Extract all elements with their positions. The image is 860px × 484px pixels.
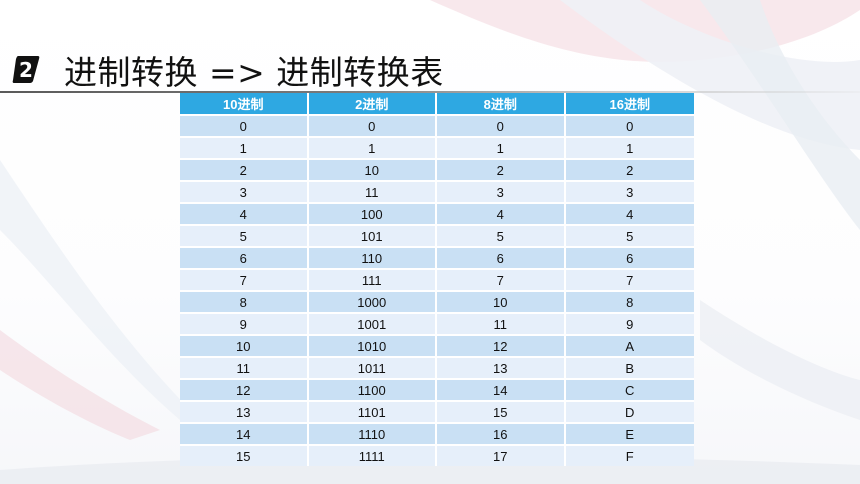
table-body: 0 0 0 0 1 1 1 1 2 10 2 2 3 11 3 3 4 100 4 4 5 101 5 5 6 110 6 6 7 111… xyxy=(180,114,694,466)
table-row: 6 110 6 6 xyxy=(180,246,694,268)
table-cell: 1 xyxy=(437,136,566,158)
table-row: 15 1111 17 F xyxy=(180,444,694,466)
title-row: 2 进制转换 => 进制转换表 xyxy=(0,42,860,94)
column-header: 2进制 xyxy=(308,93,437,114)
table-cell: 110 xyxy=(308,246,437,268)
table-cell: 3 xyxy=(180,180,309,202)
number-badge-icon: 2 xyxy=(12,56,40,83)
table-cell: 5 xyxy=(565,224,694,246)
table-cell: 100 xyxy=(308,202,437,224)
table-cell: 1010 xyxy=(308,334,437,356)
table-cell: E xyxy=(565,422,694,444)
table-cell: 5 xyxy=(437,224,566,246)
table-cell: 4 xyxy=(180,202,309,224)
table-row: 14 1110 16 E xyxy=(180,422,694,444)
table-cell: 10 xyxy=(180,334,309,356)
table-cell: 11 xyxy=(437,312,566,334)
table-cell: 1110 xyxy=(308,422,437,444)
table-cell: B xyxy=(565,356,694,378)
table-cell: 6 xyxy=(565,246,694,268)
table-cell: 2 xyxy=(437,158,566,180)
table-row: 3 11 3 3 xyxy=(180,180,694,202)
table-cell: 6 xyxy=(437,246,566,268)
table-cell: 12 xyxy=(437,334,566,356)
table-cell: 9 xyxy=(565,312,694,334)
table-cell: 14 xyxy=(437,378,566,400)
table-row: 11 1011 13 B xyxy=(180,356,694,378)
table-cell: 15 xyxy=(180,444,309,466)
table-cell: 15 xyxy=(437,400,566,422)
table-cell: 1 xyxy=(180,136,309,158)
column-header: 16进制 xyxy=(565,93,694,114)
table-cell: 14 xyxy=(180,422,309,444)
table-cell: 3 xyxy=(565,180,694,202)
table-cell: 10 xyxy=(308,158,437,180)
table-row: 4 100 4 4 xyxy=(180,202,694,224)
table-cell: 1000 xyxy=(308,290,437,312)
table-row: 2 10 2 2 xyxy=(180,158,694,180)
table-cell: 11 xyxy=(180,356,309,378)
table-cell: 1 xyxy=(308,136,437,158)
table-cell: 9 xyxy=(180,312,309,334)
column-header: 10进制 xyxy=(180,93,309,114)
table-cell: D xyxy=(565,400,694,422)
table-row: 13 1101 15 D xyxy=(180,400,694,422)
conversion-table: 10进制 2进制 8进制 16进制 0 0 0 0 1 1 1 1 2 10 2 2 3 11 3 3 4 100… xyxy=(180,93,694,466)
table-cell: A xyxy=(565,334,694,356)
title-divider xyxy=(0,91,860,93)
table-cell: 7 xyxy=(180,268,309,290)
table-cell: 1100 xyxy=(308,378,437,400)
table-cell: 0 xyxy=(437,114,566,136)
table-cell: 1 xyxy=(565,136,694,158)
table-cell: 0 xyxy=(565,114,694,136)
table-cell: 8 xyxy=(565,290,694,312)
table-cell: 6 xyxy=(180,246,309,268)
badge-number: 2 xyxy=(19,58,33,82)
table-cell: 7 xyxy=(437,268,566,290)
table-cell: 1111 xyxy=(308,444,437,466)
table-cell: 2 xyxy=(565,158,694,180)
table-cell: 5 xyxy=(180,224,309,246)
table-cell: F xyxy=(565,444,694,466)
page-title: 进制转换 => 进制转换表 xyxy=(64,53,444,92)
table-row: 9 1001 11 9 xyxy=(180,312,694,334)
table-cell: 3 xyxy=(437,180,566,202)
table-cell: 1011 xyxy=(308,356,437,378)
table-row: 8 1000 10 8 xyxy=(180,290,694,312)
column-header: 8进制 xyxy=(437,93,566,114)
table-cell: 101 xyxy=(308,224,437,246)
table-row: 5 101 5 5 xyxy=(180,224,694,246)
table-header-row: 10进制 2进制 8进制 16进制 xyxy=(180,93,694,114)
table-cell: 8 xyxy=(180,290,309,312)
table-cell: 4 xyxy=(565,202,694,224)
table-cell: 11 xyxy=(308,180,437,202)
table-cell: 17 xyxy=(437,444,566,466)
table-cell: 0 xyxy=(180,114,309,136)
table-row: 12 1100 14 C xyxy=(180,378,694,400)
table-cell: 16 xyxy=(437,422,566,444)
table-cell: 111 xyxy=(308,268,437,290)
table-cell: C xyxy=(565,378,694,400)
table-cell: 1001 xyxy=(308,312,437,334)
table-cell: 0 xyxy=(308,114,437,136)
table-cell: 10 xyxy=(437,290,566,312)
table-row: 7 111 7 7 xyxy=(180,268,694,290)
table-cell: 1101 xyxy=(308,400,437,422)
table-cell: 2 xyxy=(180,158,309,180)
table-cell: 13 xyxy=(437,356,566,378)
table-cell: 4 xyxy=(437,202,566,224)
table-cell: 12 xyxy=(180,378,309,400)
table-cell: 13 xyxy=(180,400,309,422)
table-cell: 7 xyxy=(565,268,694,290)
